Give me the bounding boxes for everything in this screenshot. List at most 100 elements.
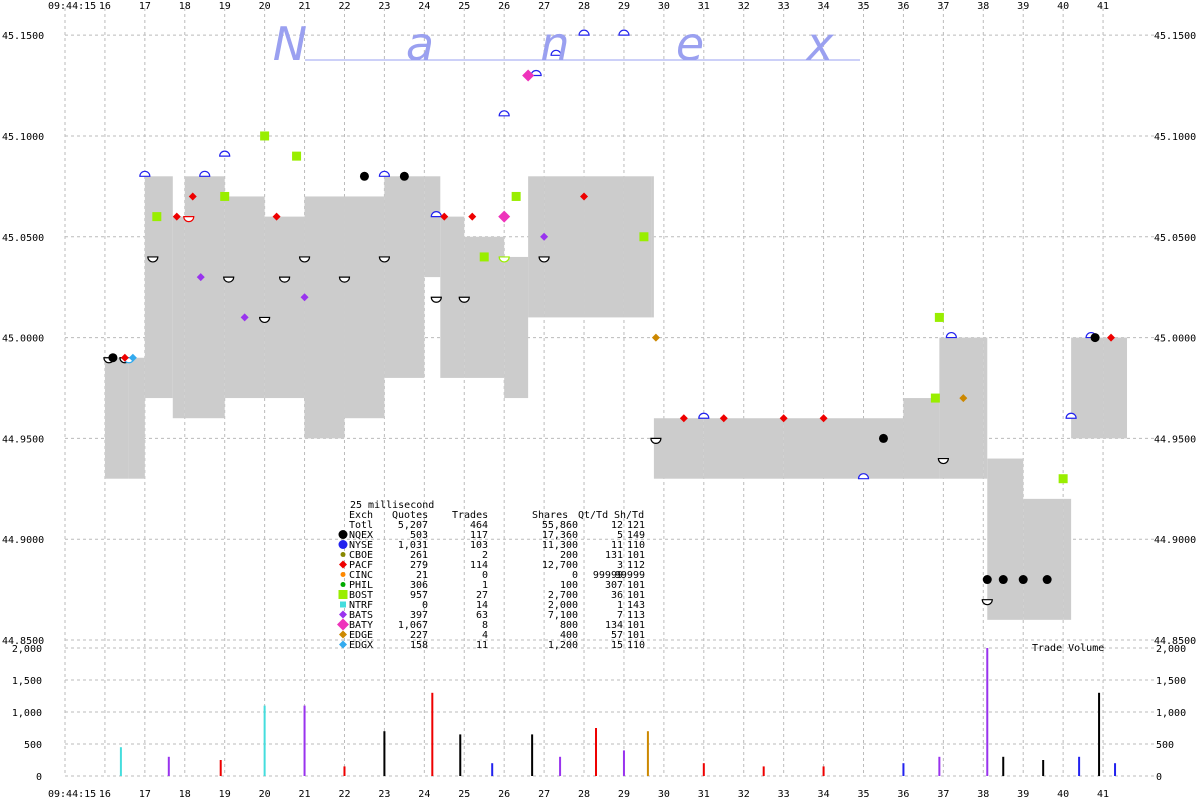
time-tick-bottom: 28 [578,789,590,800]
table-row-cell: 149 [627,530,645,541]
nbbo-segment [939,337,984,479]
time-tick-bottom: 19 [219,789,231,800]
table-row-cell: 3 [617,560,623,571]
table-header: Exch [349,510,373,521]
table-row-marker [340,552,346,557]
table-row-cell: 117 [470,530,488,541]
table-total-cell: 121 [627,520,645,531]
volume-bar [491,763,494,776]
trade-marker [292,151,302,161]
time-tick-top: 34 [818,1,830,12]
table-row-cell: 1 [617,600,623,611]
nbbo-segment [863,418,904,479]
time-tick-top: 38 [977,1,989,12]
volume-tick-right: 2,000 [1156,644,1186,655]
table-row-exch: PHIL [349,580,373,591]
table-total-cell: 464 [470,520,488,531]
table-row-cell: 0 [482,570,488,581]
nbbo-segment [304,196,345,439]
bid-marker [223,276,235,283]
bid-marker [378,256,391,263]
trade-marker [359,171,369,181]
table-row-cell: 112 [627,560,645,571]
volume-bar [343,766,346,776]
trade-marker [679,414,688,423]
table-row-cell: 57 [611,630,623,641]
time-tick-top: 19 [219,1,231,12]
time-tick-top: 23 [378,1,390,12]
trade-marker [440,212,449,221]
table-row-cell: 306 [410,580,428,591]
nbbo-segment [1023,498,1064,620]
nbbo-segment [104,357,129,479]
table-row-cell: 101 [627,550,645,561]
time-tick-top: 36 [897,1,909,12]
table-row-cell: 101 [627,580,645,591]
table-row-marker [338,540,348,549]
time-tick-bottom: 41 [1097,789,1109,800]
table-row-cell: 503 [410,530,428,541]
table-row-cell: 7,100 [548,610,578,621]
trade-marker [651,333,660,342]
trade-marker [639,232,649,242]
table-row-exch: EDGE [349,630,373,641]
table-total-cell: 55,860 [542,520,578,531]
table-row-marker [340,582,346,587]
time-tick-top: 39 [1017,1,1029,12]
table-row-cell: 101 [627,630,645,641]
table-row-exch: CINC [349,570,373,581]
time-tick-top: 17 [139,1,151,12]
bid-marker [338,276,351,283]
price-tick-right: 45.0500 [1154,233,1196,244]
volume-bar [1098,692,1101,776]
brand-letter: N [273,17,307,71]
volume-bar [902,763,905,776]
nbbo-segment [1063,498,1072,620]
volume-bar [167,756,170,776]
table-row-cell: 113 [627,610,645,621]
table-header: Qt/Td [578,510,608,521]
volume-bar [119,747,122,776]
trade-marker [120,353,129,362]
trade-marker [479,252,489,262]
volume-bars [119,648,1117,776]
trade-marker [220,191,230,201]
trade-marker [240,313,249,322]
trade-marker [511,191,521,201]
volume-bar [1078,756,1081,776]
table-header: Sh/Td [614,510,644,521]
table-row-marker [340,601,346,608]
ask-marker [698,412,710,419]
table-row-cell: 101 [627,590,645,601]
table-row-cell: 17,360 [542,530,578,541]
time-tick-bottom: 21 [299,789,311,800]
table-total-cell: 5,207 [398,520,428,531]
time-tick-bottom: 39 [1017,789,1029,800]
time-tick-top: 16 [99,1,111,12]
table-row-cell: 307 [605,580,623,591]
time-tick-bottom: 35 [857,789,869,800]
table-row-cell: 99999 [615,570,645,581]
nbbo-segment [440,216,465,378]
time-tick-bottom: 38 [977,789,989,800]
price-tick-right: 44.9000 [1154,535,1196,546]
volume-bar [646,731,649,776]
ask-marker [199,170,211,177]
table-row-exch: BATY [349,620,373,631]
bid-marker [498,256,510,263]
volume-bar [431,692,434,776]
table-row-marker [338,530,348,539]
volume-bar [1114,763,1117,776]
start-time-top: 09:44:15 [48,1,96,12]
time-tick-top: 24 [418,1,430,12]
time-tick-bottom: 18 [179,789,191,800]
table-row-cell: 103 [470,540,488,551]
time-tick-bottom: 29 [618,789,630,800]
table-row-cell: 0 [572,570,578,581]
price-tick-right: 45.1000 [1154,132,1196,143]
price-tick-left: 45.1000 [2,132,44,143]
trade-marker [959,394,968,403]
table-row-cell: 21 [416,570,428,581]
volume-bar [762,766,765,776]
table-row-cell: 4 [482,630,488,641]
